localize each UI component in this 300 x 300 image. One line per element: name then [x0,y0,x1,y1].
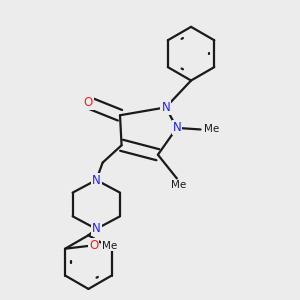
Text: N: N [92,222,101,236]
Text: N: N [92,173,101,187]
Text: Me: Me [171,180,186,190]
Text: Me: Me [102,241,117,250]
Text: N: N [161,101,170,114]
Text: N: N [172,122,181,134]
Text: Me: Me [204,124,219,134]
Text: O: O [84,96,93,109]
Text: O: O [89,239,98,252]
